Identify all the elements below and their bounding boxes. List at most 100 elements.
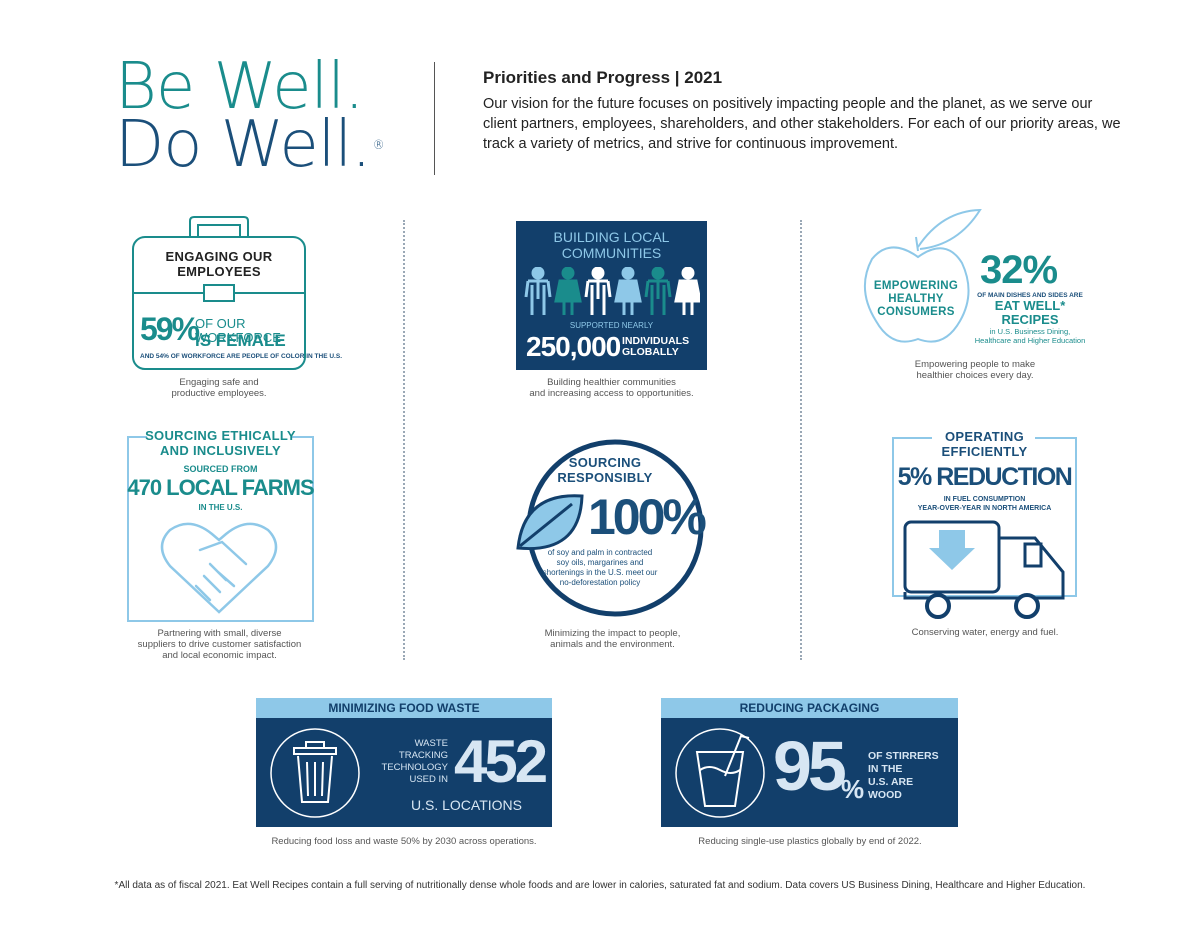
- communities-supported: SUPPORTED NEARLY: [569, 321, 654, 330]
- frame-top-right: [292, 436, 312, 438]
- page-title: Priorities and Progress | 2021: [483, 68, 723, 87]
- operating-caption: Conserving water, energy and fuel.: [911, 627, 1059, 638]
- consumers-heading-2: HEALTHY: [888, 293, 944, 305]
- packaging-caption: Reducing single-use plastics globally by…: [698, 836, 922, 847]
- consumers-heading: EMPOWERING HEALTHY CONSUMERS: [864, 280, 968, 319]
- communities-stat-text-1: INDIVIDUALS: [622, 335, 690, 347]
- frame-top-left-2: [892, 437, 932, 439]
- sourcing-responsibly-caption-2: animals and the environment.: [550, 639, 675, 650]
- employees-card: ENGAGING OUR EMPLOYEES 59% OF OUR WORKFO…: [128, 215, 342, 373]
- food-waste-line-4: USED IN: [409, 774, 448, 785]
- sourcing-responsibly-line-2: soy oils, margarines and: [556, 558, 644, 567]
- consumers-line-1: OF MAIN DISHES AND SIDES ARE: [977, 292, 1083, 299]
- footnote: *All data as of fiscal 2021. Eat Well Re…: [114, 880, 1086, 891]
- communities-stat-text: INDIVIDUALS GLOBALLY: [622, 336, 689, 358]
- sourcing-responsibly-heading-1: SOURCING: [568, 455, 642, 470]
- logo-line-2: Do Well. ®: [115, 113, 385, 177]
- sourcing-ethically-caption-2: suppliers to drive customer satisfaction: [137, 639, 302, 650]
- packaging-stat: 95: [773, 727, 847, 805]
- people-icon: [524, 267, 700, 315]
- communities-card: BUILDING LOCAL COMMUNITIES SUPPORTED NEA…: [516, 221, 707, 370]
- packaging-line-1: OF STIRRERS: [868, 750, 939, 762]
- food-waste-line-1: WASTE: [414, 738, 448, 749]
- food-waste-line-2: TRACKING: [398, 750, 448, 761]
- sourcing-responsibly-line-1: of soy and palm in contracted: [547, 548, 653, 557]
- packaging-detail: OF STIRRERS IN THE U.S. ARE WOOD: [868, 750, 939, 802]
- consumers-heading-3: CONSUMERS: [877, 306, 955, 318]
- packaging-line-4: WOOD: [868, 789, 902, 801]
- employees-caption-2: productive employees.: [171, 388, 267, 399]
- employees-caption: Engaging safe and productive employees.: [128, 377, 310, 399]
- employees-stat: 59%: [140, 311, 200, 347]
- consumers-heading-1: EMPOWERING: [873, 280, 959, 292]
- packaging-bar: REDUCING PACKAGING: [661, 698, 958, 718]
- column-divider-left: [403, 220, 405, 660]
- operating-heading-2: EFFICIENTLY: [941, 444, 1028, 459]
- employees-sub: AND 54% OF WORKFORCE ARE PEOPLE OF COLOR…: [140, 353, 342, 360]
- frame-top-right-2: [1035, 437, 1075, 439]
- sourcing-ethically-card: [127, 436, 314, 622]
- truck-icon: [903, 520, 1065, 619]
- logo-line-1: Be Well.: [115, 50, 364, 124]
- leaf-icon: [516, 494, 584, 551]
- communities-heading: BUILDING LOCAL COMMUNITIES: [516, 229, 707, 261]
- sourcing-ethically-sub: IN THE U.S.: [198, 503, 243, 512]
- sourcing-ethically-sourced: SOURCED FROM: [183, 464, 258, 474]
- down-arrow-icon: [929, 530, 975, 570]
- communities-heading-2: COMMUNITIES: [561, 245, 662, 261]
- operating-line-2: YEAR-OVER-YEAR IN NORTH AMERICA: [917, 505, 1052, 512]
- sourcing-responsibly-detail: of soy and palm in contracted soy oils, …: [535, 548, 665, 588]
- page-intro: Our vision for the future focuses on pos…: [483, 96, 1121, 152]
- logo: Be Well. Do Well. ®: [115, 50, 385, 177]
- consumers-line-3: RECIPES: [1001, 312, 1059, 327]
- sourcing-ethically-heading-2: AND INCLUSIVELY: [159, 443, 282, 458]
- communities-caption-1: Building healthier communities: [547, 377, 676, 388]
- employees-stat-text-2: IS FEMALE: [195, 331, 286, 350]
- sourcing-responsibly-heading-2: RESPONSIBLY: [557, 470, 653, 485]
- sourcing-ethically-caption-3: and local economic impact.: [162, 650, 277, 661]
- consumers-detail: OF MAIN DISHES AND SIDES ARE EAT WELL* R…: [965, 292, 1095, 345]
- operating-heading: OPERATING EFFICIENTLY: [892, 429, 1077, 459]
- operating-heading-1: OPERATING: [944, 429, 1025, 444]
- packaging-card: 95 % OF STIRRERS IN THE U.S. ARE WOOD: [661, 718, 958, 827]
- employees-heading: ENGAGING OUR EMPLOYEES: [128, 249, 310, 279]
- consumers-line-4: in U.S. Business Dining,: [989, 327, 1071, 336]
- communities-stat: 250,000: [526, 331, 621, 362]
- employees-heading-2: EMPLOYEES: [177, 264, 261, 279]
- frame-top-left: [127, 436, 147, 438]
- food-waste-bar: MINIMIZING FOOD WASTE: [256, 698, 552, 718]
- communities-caption: Building healthier communities and incre…: [500, 377, 723, 399]
- sourcing-responsibly-stat: 100%: [588, 489, 707, 545]
- food-waste-caption: Reducing food loss and waste 50% by 2030…: [271, 836, 537, 847]
- sourcing-responsibly-caption: Minimizing the impact to people, animals…: [505, 628, 720, 650]
- operating-line-1: IN FUEL CONSUMPTION: [943, 496, 1026, 503]
- sourcing-responsibly-caption-1: Minimizing the impact to people,: [544, 628, 681, 639]
- employees-heading-1: ENGAGING OUR: [165, 249, 273, 264]
- operating-stat: 5% REDUCTION: [897, 463, 1073, 491]
- employees-stat-text-1: OF OUR WORKFORCE: [195, 316, 281, 345]
- cup-straw-icon: [675, 728, 765, 818]
- consumers-caption-1: Empowering people to make: [914, 359, 1036, 370]
- consumers-line-5: Healthcare and Higher Education: [974, 336, 1086, 345]
- sourcing-ethically-caption-1: Partnering with small, diverse: [157, 628, 282, 639]
- food-waste-stat: 452: [454, 728, 548, 795]
- briefcase-icon: [132, 216, 306, 370]
- header-divider: [434, 62, 435, 175]
- communities-heading-1: BUILDING LOCAL: [553, 229, 670, 245]
- sourcing-responsibly-line-4: no-deforestation policy: [559, 578, 641, 587]
- consumers-stat: 32%: [980, 248, 1058, 292]
- packaging-percent: %: [841, 774, 865, 804]
- apple-icon: [863, 208, 982, 343]
- sourcing-ethically-heading: SOURCING ETHICALLY AND INCLUSIVELY: [127, 428, 314, 458]
- sourcing-responsibly-circle: [516, 439, 704, 617]
- registered-mark: ®: [372, 138, 385, 152]
- food-waste-locations: U.S. LOCATIONS: [411, 797, 522, 813]
- food-waste-card: WASTE TRACKING TECHNOLOGY USED IN 452 U.…: [256, 718, 552, 827]
- operating-detail: IN FUEL CONSUMPTION YEAR-OVER-YEAR IN NO…: [892, 495, 1077, 513]
- food-waste-line-3: TECHNOLOGY: [381, 762, 448, 773]
- consumers-caption-2: healthier choices every day.: [916, 370, 1034, 381]
- food-waste-detail: WASTE TRACKING TECHNOLOGY USED IN: [366, 738, 448, 786]
- trash-can-icon: [270, 728, 360, 818]
- communities-stat-text-2: GLOBALLY: [622, 346, 679, 358]
- consumers-caption: Empowering people to make healthier choi…: [880, 359, 1070, 381]
